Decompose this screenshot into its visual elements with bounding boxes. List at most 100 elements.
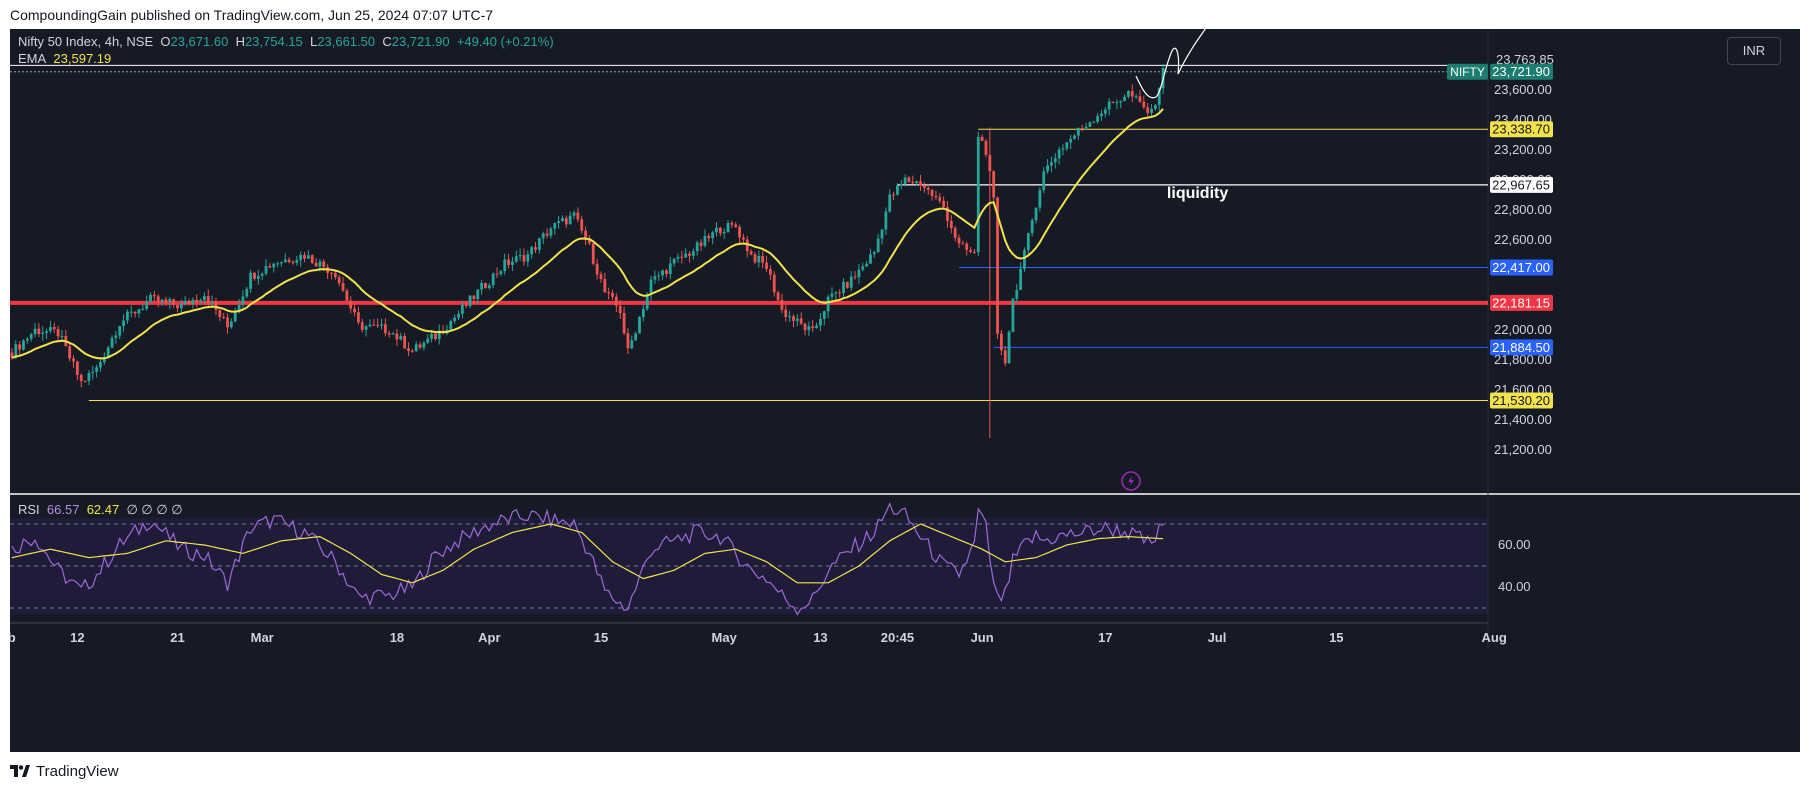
ema-label: EMA [18,51,47,66]
candle-body [391,333,395,335]
candle-body [249,272,253,289]
candle-body [699,242,703,246]
candle-body [537,238,541,250]
candle-body [745,239,749,252]
candle-body [360,322,364,330]
candle-body [822,311,826,319]
candle-body [1123,96,1126,101]
candle-body [33,328,37,335]
candle-body [880,229,884,239]
candle-body [37,328,41,335]
rsi-line [11,502,1164,616]
candle-body [518,255,522,257]
candle-body [1076,127,1080,136]
candle-body [1096,116,1100,122]
candle-body [996,197,999,334]
candle-body [295,260,299,263]
price-axis[interactable]: 21,200.0021,400.0021,600.0021,800.0022,0… [1447,52,1554,457]
candle-body [511,261,514,265]
candle-body [1130,91,1134,97]
liquidity-annotation[interactable]: liquidity [1167,185,1228,202]
candle-body [634,333,638,341]
price-chart[interactable]: liquidity 21,200.0021,400.0021,600.0021,… [10,29,1800,752]
candle-body [526,254,530,262]
candle-body [726,222,730,233]
candle-body [172,299,176,305]
candle-body [1119,100,1123,103]
time-tick-label: 20:45 [881,630,914,645]
candle-body [303,254,306,259]
candle-body [988,154,992,172]
candle-body [464,304,468,307]
candle-body [603,279,607,293]
candle-body [984,140,988,155]
candle-body [591,243,595,264]
projection-drawing[interactable] [1135,29,1208,99]
candle-body [256,275,260,279]
candle-body [141,308,145,310]
candle-body [310,255,314,263]
symbol-legend[interactable]: Nifty 50 Index, 4h, NSE O23,671.60 H23,7… [18,34,554,49]
lightning-icon[interactable] [1121,471,1141,491]
candle-body [1069,138,1073,143]
candle-body [233,312,237,322]
candle-body [672,258,676,264]
currency-button[interactable]: INR [1727,37,1781,65]
candle-body [1015,289,1019,299]
price-badge [1490,63,1553,80]
candle-body [241,296,245,305]
candle-body [522,255,526,262]
candle-body [133,311,137,314]
candle-body [807,326,811,331]
candle-body [915,181,919,184]
candle-body [183,300,187,304]
horizontal-levels [10,64,1488,401]
candle-body [191,299,195,305]
candle-body [514,256,518,262]
candle-body [68,346,72,359]
candle-body [568,215,572,225]
candle-body [164,299,168,302]
candle-body [434,333,437,340]
time-axis[interactable]: eb 12 21 Mar 18 Apr 15 May 13 20:45 Jun 17 Jul 15 Aug [10,630,1507,645]
candle-body [337,277,341,284]
candle-body [788,316,792,318]
candle-body [437,330,441,340]
candle-body [842,281,845,294]
candle-body [688,253,691,256]
candle-body [799,318,803,324]
footer-brand: TradingView [36,763,119,780]
candle-body [333,273,337,278]
candle-body [1030,220,1034,234]
candle-body [206,296,210,304]
candle-body [218,309,222,318]
candle-body [353,308,356,313]
candle-body [1080,127,1084,129]
candle-body [226,317,229,328]
candle-body [137,309,141,314]
candle-body [722,232,726,234]
candle-body [553,223,557,229]
candle-body [857,269,861,278]
chart-frame[interactable]: liquidity 21,200.00 21,400.00 21,600.00 21,… [10,29,1800,752]
candle-body [14,344,18,358]
candle-body [387,333,391,335]
price-badge-label: 23,338.70 [1492,122,1550,137]
candle-body [1092,121,1096,123]
rsi-tick-label: 60.00 [1498,537,1531,552]
candle-body [953,228,957,238]
candle-body [330,272,333,274]
candle-body [10,352,14,358]
candle-body [845,281,849,288]
ema-legend[interactable]: EMA 23,597.19 [18,51,111,66]
rsi-legend[interactable]: RSI 66.57 62.47 ∅ ∅ ∅ ∅ [18,502,183,518]
candle-body [341,283,345,291]
candle-body [626,333,630,349]
candle-body [622,313,626,334]
price-tick-label: 22,800.00 [1494,202,1552,217]
price-badge-label: 22,417.00 [1492,260,1550,275]
candle-body [661,270,664,276]
candle-body [1057,149,1061,159]
candle-body [965,243,969,251]
candle-body [306,255,310,259]
